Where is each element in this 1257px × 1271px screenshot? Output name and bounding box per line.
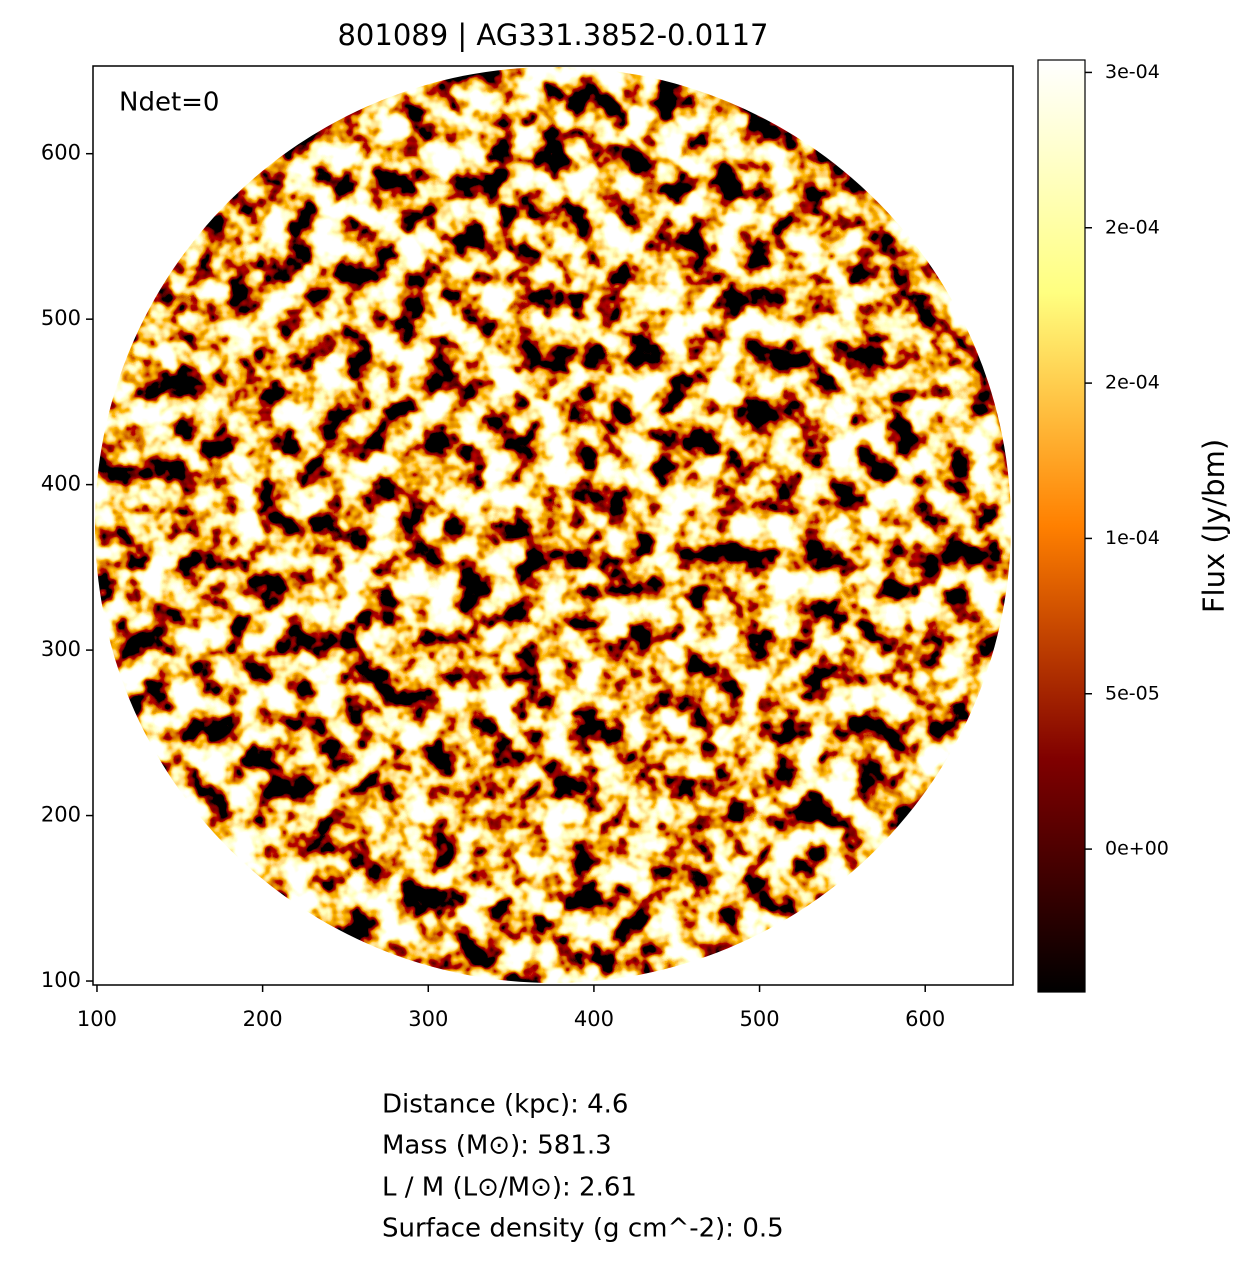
flux-map — [95, 67, 1011, 983]
colorbar-label: Flux (Jy/bm) — [1197, 439, 1231, 613]
chart-title: 801089 | AG331.3852-0.0117 — [337, 18, 768, 52]
info-line: Mass (M⊙): 581.3 — [382, 1131, 612, 1161]
info-text: Distance (kpc): 4.6 Mass (M⊙): 581.3 L /… — [382, 1090, 784, 1244]
x-tick-label: 100 — [77, 1007, 117, 1031]
plot-frame — [92, 65, 1014, 986]
image — [95, 67, 1011, 983]
colorbar-tick-label: 0e+00 — [1105, 838, 1169, 860]
x-tick-label: 600 — [905, 1007, 945, 1031]
x-tick-label: 300 — [408, 1007, 448, 1031]
colorbar-tick-label: 2e-04 — [1105, 372, 1160, 394]
y-tick-label: 400 — [41, 472, 81, 496]
info-line: Distance (kpc): 4.6 — [382, 1090, 628, 1120]
info-line: L / M (L⊙/M⊙): 2.61 — [382, 1173, 637, 1203]
colorbar-tick-label: 2e-04 — [1105, 216, 1160, 238]
y-tick-label: 100 — [41, 968, 81, 992]
y-tick-label: 200 — [41, 803, 81, 827]
colorbar-tick-label: 1e-04 — [1105, 527, 1160, 549]
x-tick-label: 200 — [243, 1007, 283, 1031]
x-tick-label: 500 — [740, 1007, 780, 1031]
y-tick-label: 600 — [41, 141, 81, 165]
annotation: Ndet=0 — [119, 88, 219, 118]
y-tick-label: 500 — [41, 306, 81, 330]
colorbar-tick-label: 5e-05 — [1105, 682, 1160, 704]
y-tick-label: 300 — [41, 637, 81, 661]
info-line: Surface density (g cm^-2): 0.5 — [382, 1214, 784, 1244]
colorbar-tick-label: 3e-04 — [1105, 61, 1160, 83]
x-tick-label: 400 — [574, 1007, 614, 1031]
colorbar — [1037, 59, 1086, 993]
